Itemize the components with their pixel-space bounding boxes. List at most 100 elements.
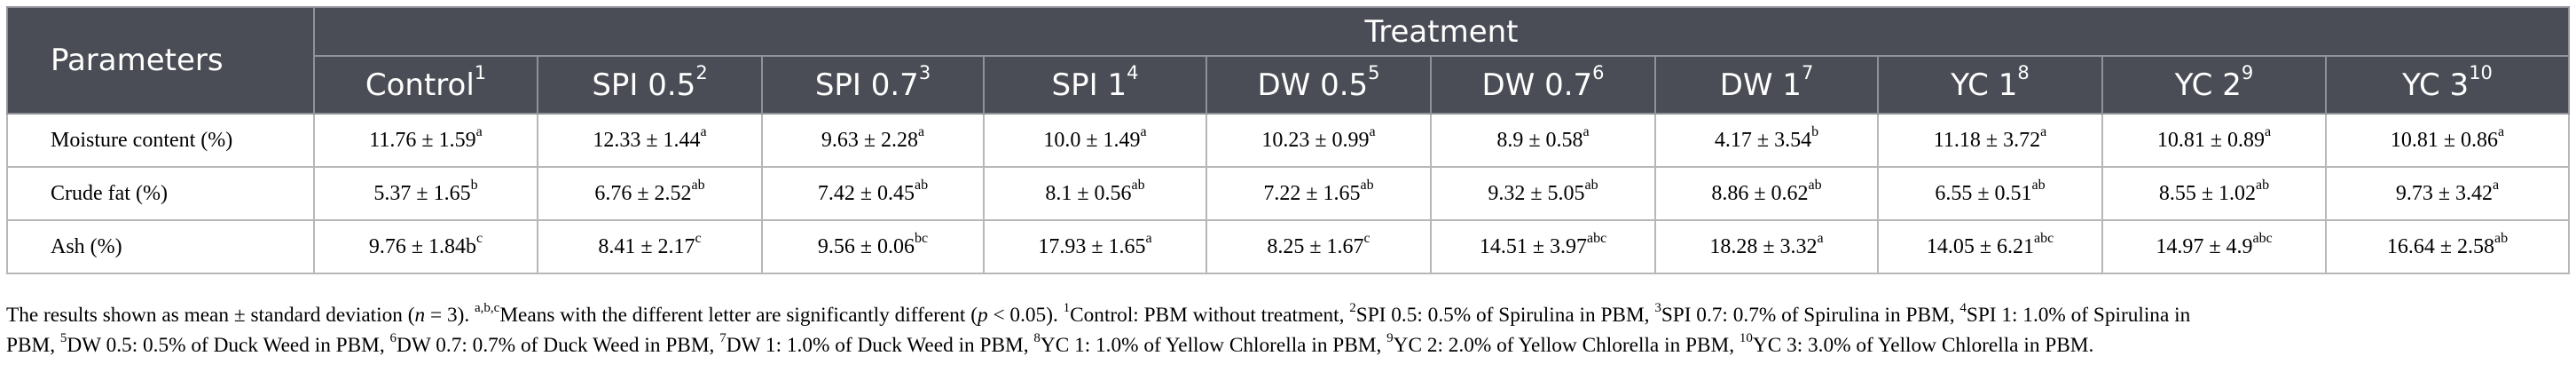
cell-significance-letter: a — [1583, 123, 1590, 139]
cell-significance-letter: a — [1369, 123, 1376, 139]
cell-significance-letter: a — [2040, 123, 2047, 139]
cell-significance-letter: ab — [1808, 177, 1822, 193]
footnote-text: YC 3: 3.0% of Yellow Chlorella in PBM. — [1752, 334, 2094, 357]
column-header-footnote-marker: 9 — [2241, 62, 2254, 84]
cell-significance-letter: a — [700, 123, 707, 139]
table-cell: 14.97 ± 4.9abc — [2101, 219, 2327, 274]
column-header-label: YC 1 — [1951, 67, 2018, 103]
cell-value: 14.97 ± 4.9 — [2156, 234, 2253, 258]
row-label: Moisture content (%) — [6, 113, 315, 168]
cell-significance-letter: a — [2498, 123, 2505, 139]
cell-value: 14.51 ± 3.97 — [1479, 234, 1587, 258]
footnote-line-1: The results shown as mean ± standard dev… — [6, 300, 2570, 330]
table-cell: 9.63 ± 2.28a — [761, 113, 985, 168]
footnote-italic-symbol: p — [977, 304, 988, 327]
column-header-footnote-marker: 5 — [1368, 62, 1380, 84]
footnote-text: PBM, — [6, 334, 60, 357]
cell-value: 8.9 ± 0.58 — [1496, 128, 1583, 152]
cell-value: 8.86 ± 0.62 — [1711, 181, 1809, 205]
cell-value: 17.93 ± 1.65 — [1038, 234, 1146, 258]
table-cell: 9.76 ± 1.84bc — [313, 219, 538, 274]
table-cell: 8.25 ± 1.67c — [1206, 219, 1432, 274]
cell-value: 4.17 ± 3.54 — [1714, 128, 1812, 152]
column-header: YC 310 — [2324, 55, 2571, 115]
cell-value: 11.76 ± 1.59 — [369, 128, 476, 152]
footnote-italic-symbol: n — [414, 304, 426, 327]
table-cell: 14.51 ± 3.97abc — [1430, 219, 1656, 274]
table-row: Crude fat (%) 5.37 ± 1.65b 6.76 ± 2.52ab 7.… — [6, 166, 2571, 221]
footnote-text: = 3). — [425, 304, 475, 327]
column-header-label: SPI 0.7 — [814, 67, 919, 103]
cell-significance-letter: c — [1363, 230, 1370, 246]
cell-value: 9.56 ± 0.06 — [817, 234, 915, 258]
table-cell: 18.28 ± 3.32a — [1654, 219, 1879, 274]
cell-value: 8.25 ± 1.67 — [1267, 234, 1364, 258]
footnote-marker: 8 — [1033, 331, 1041, 346]
column-header: Control1 — [313, 55, 538, 115]
footnote-text: DW 0.7: 0.7% of Duck Weed in PBM, — [397, 334, 720, 357]
table-row: Ash (%) 9.76 ± 1.84bc 8.41 ± 2.17c 9.56 ± 0… — [6, 219, 2571, 274]
cell-value: 12.33 ± 1.44 — [593, 128, 701, 152]
table-footnote: The results shown as mean ± standard dev… — [6, 300, 2570, 360]
column-header-label: Control — [365, 67, 475, 103]
footnote-marker: 3 — [1654, 301, 1661, 316]
column-header-label: DW 0.5 — [1257, 67, 1369, 103]
cell-value: 6.55 ± 0.51 — [1935, 181, 2032, 205]
cell-significance-letter: a — [1145, 230, 1152, 246]
cell-significance-letter: ab — [1131, 177, 1145, 193]
footnote-text: Control: PBM without treatment, — [1070, 304, 1350, 327]
cell-significance-letter: ab — [915, 177, 929, 193]
footnote-text: Means with the different letter are sign… — [499, 304, 978, 327]
table-cell: 4.17 ± 3.54b — [1654, 113, 1879, 168]
table-row: Moisture content (%) 11.76 ± 1.59a 12.33 ±… — [6, 113, 2571, 168]
table-cell: 8.1 ± 0.56ab — [983, 166, 1207, 221]
table-cell: 9.32 ± 5.05ab — [1430, 166, 1656, 221]
column-header: DW 0.55 — [1206, 55, 1432, 115]
cell-significance-letter: a — [1817, 230, 1824, 246]
column-header-footnote-marker: 10 — [2469, 62, 2493, 84]
cell-value: 9.32 ± 5.05 — [1488, 181, 1585, 205]
cell-value: 9.63 ± 2.28 — [821, 128, 919, 152]
cell-value: 11.18 ± 3.72 — [1933, 128, 2041, 152]
table-cell: 10.23 ± 0.99a — [1206, 113, 1432, 168]
row-label: Crude fat (%) — [6, 166, 315, 221]
results-table-container: Parameters Treatment Control1 SPI 0.52 SPI… — [6, 6, 2571, 274]
cell-significance-letter: a — [475, 123, 483, 139]
table-cell: 10.81 ± 0.86a — [2324, 113, 2571, 168]
table-cell: 9.73 ± 3.42a — [2324, 166, 2571, 221]
column-header: YC 18 — [1877, 55, 2103, 115]
table-cell: 16.64 ± 2.58ab — [2324, 219, 2571, 274]
column-header-label: DW 1 — [1719, 67, 1802, 103]
column-header-label: SPI 0.5 — [592, 67, 696, 103]
footnote-marker: 4 — [1959, 301, 1967, 316]
column-header: DW 17 — [1654, 55, 1879, 115]
column-header: YC 29 — [2101, 55, 2327, 115]
table-cell: 8.41 ± 2.17c — [537, 219, 763, 274]
cell-value: 8.41 ± 2.17 — [598, 234, 695, 258]
column-header-label: YC 2 — [2174, 67, 2242, 103]
cell-value: 10.81 ± 0.86 — [2390, 128, 2499, 152]
cell-significance-letter: c — [695, 230, 702, 246]
table-cell: 5.37 ± 1.65b — [313, 166, 538, 221]
footnote-text: DW 1: 1.0% of Duck Weed in PBM, — [726, 334, 1034, 357]
footnote-marker: 10 — [1739, 331, 1753, 346]
cell-significance-letter: b — [1811, 123, 1819, 139]
table-cell: 8.9 ± 0.58a — [1430, 113, 1656, 168]
cell-value: 7.22 ± 1.65 — [1263, 181, 1361, 205]
footnote-text: YC 2: 2.0% of Yellow Chlorella in PBM, — [1393, 334, 1740, 357]
table-cell: 8.86 ± 0.62ab — [1654, 166, 1879, 221]
cell-value: 14.05 ± 6.21 — [1926, 234, 2034, 258]
cell-significance-letter: ab — [2031, 177, 2046, 193]
table-cell: 8.55 ± 1.02ab — [2101, 166, 2327, 221]
column-header-footnote-marker: 4 — [1127, 62, 1139, 84]
footnote-text: SPI 1: 1.0% of Spirulina in — [1966, 304, 2191, 327]
footnote-text: The results shown as mean ± standard dev… — [6, 304, 415, 327]
column-header-label: DW 0.7 — [1481, 67, 1593, 103]
table-cell: 10.0 ± 1.49a — [983, 113, 1207, 168]
table-cell: 10.81 ± 0.89a — [2101, 113, 2327, 168]
footnote-marker: 7 — [719, 331, 726, 346]
parameters-header: Parameters — [6, 6, 315, 115]
table-cell: 6.76 ± 2.52ab — [537, 166, 763, 221]
footnote-text: DW 0.5: 0.5% of Duck Weed in PBM, — [67, 334, 390, 357]
cell-significance-letter: ab — [1360, 177, 1374, 193]
